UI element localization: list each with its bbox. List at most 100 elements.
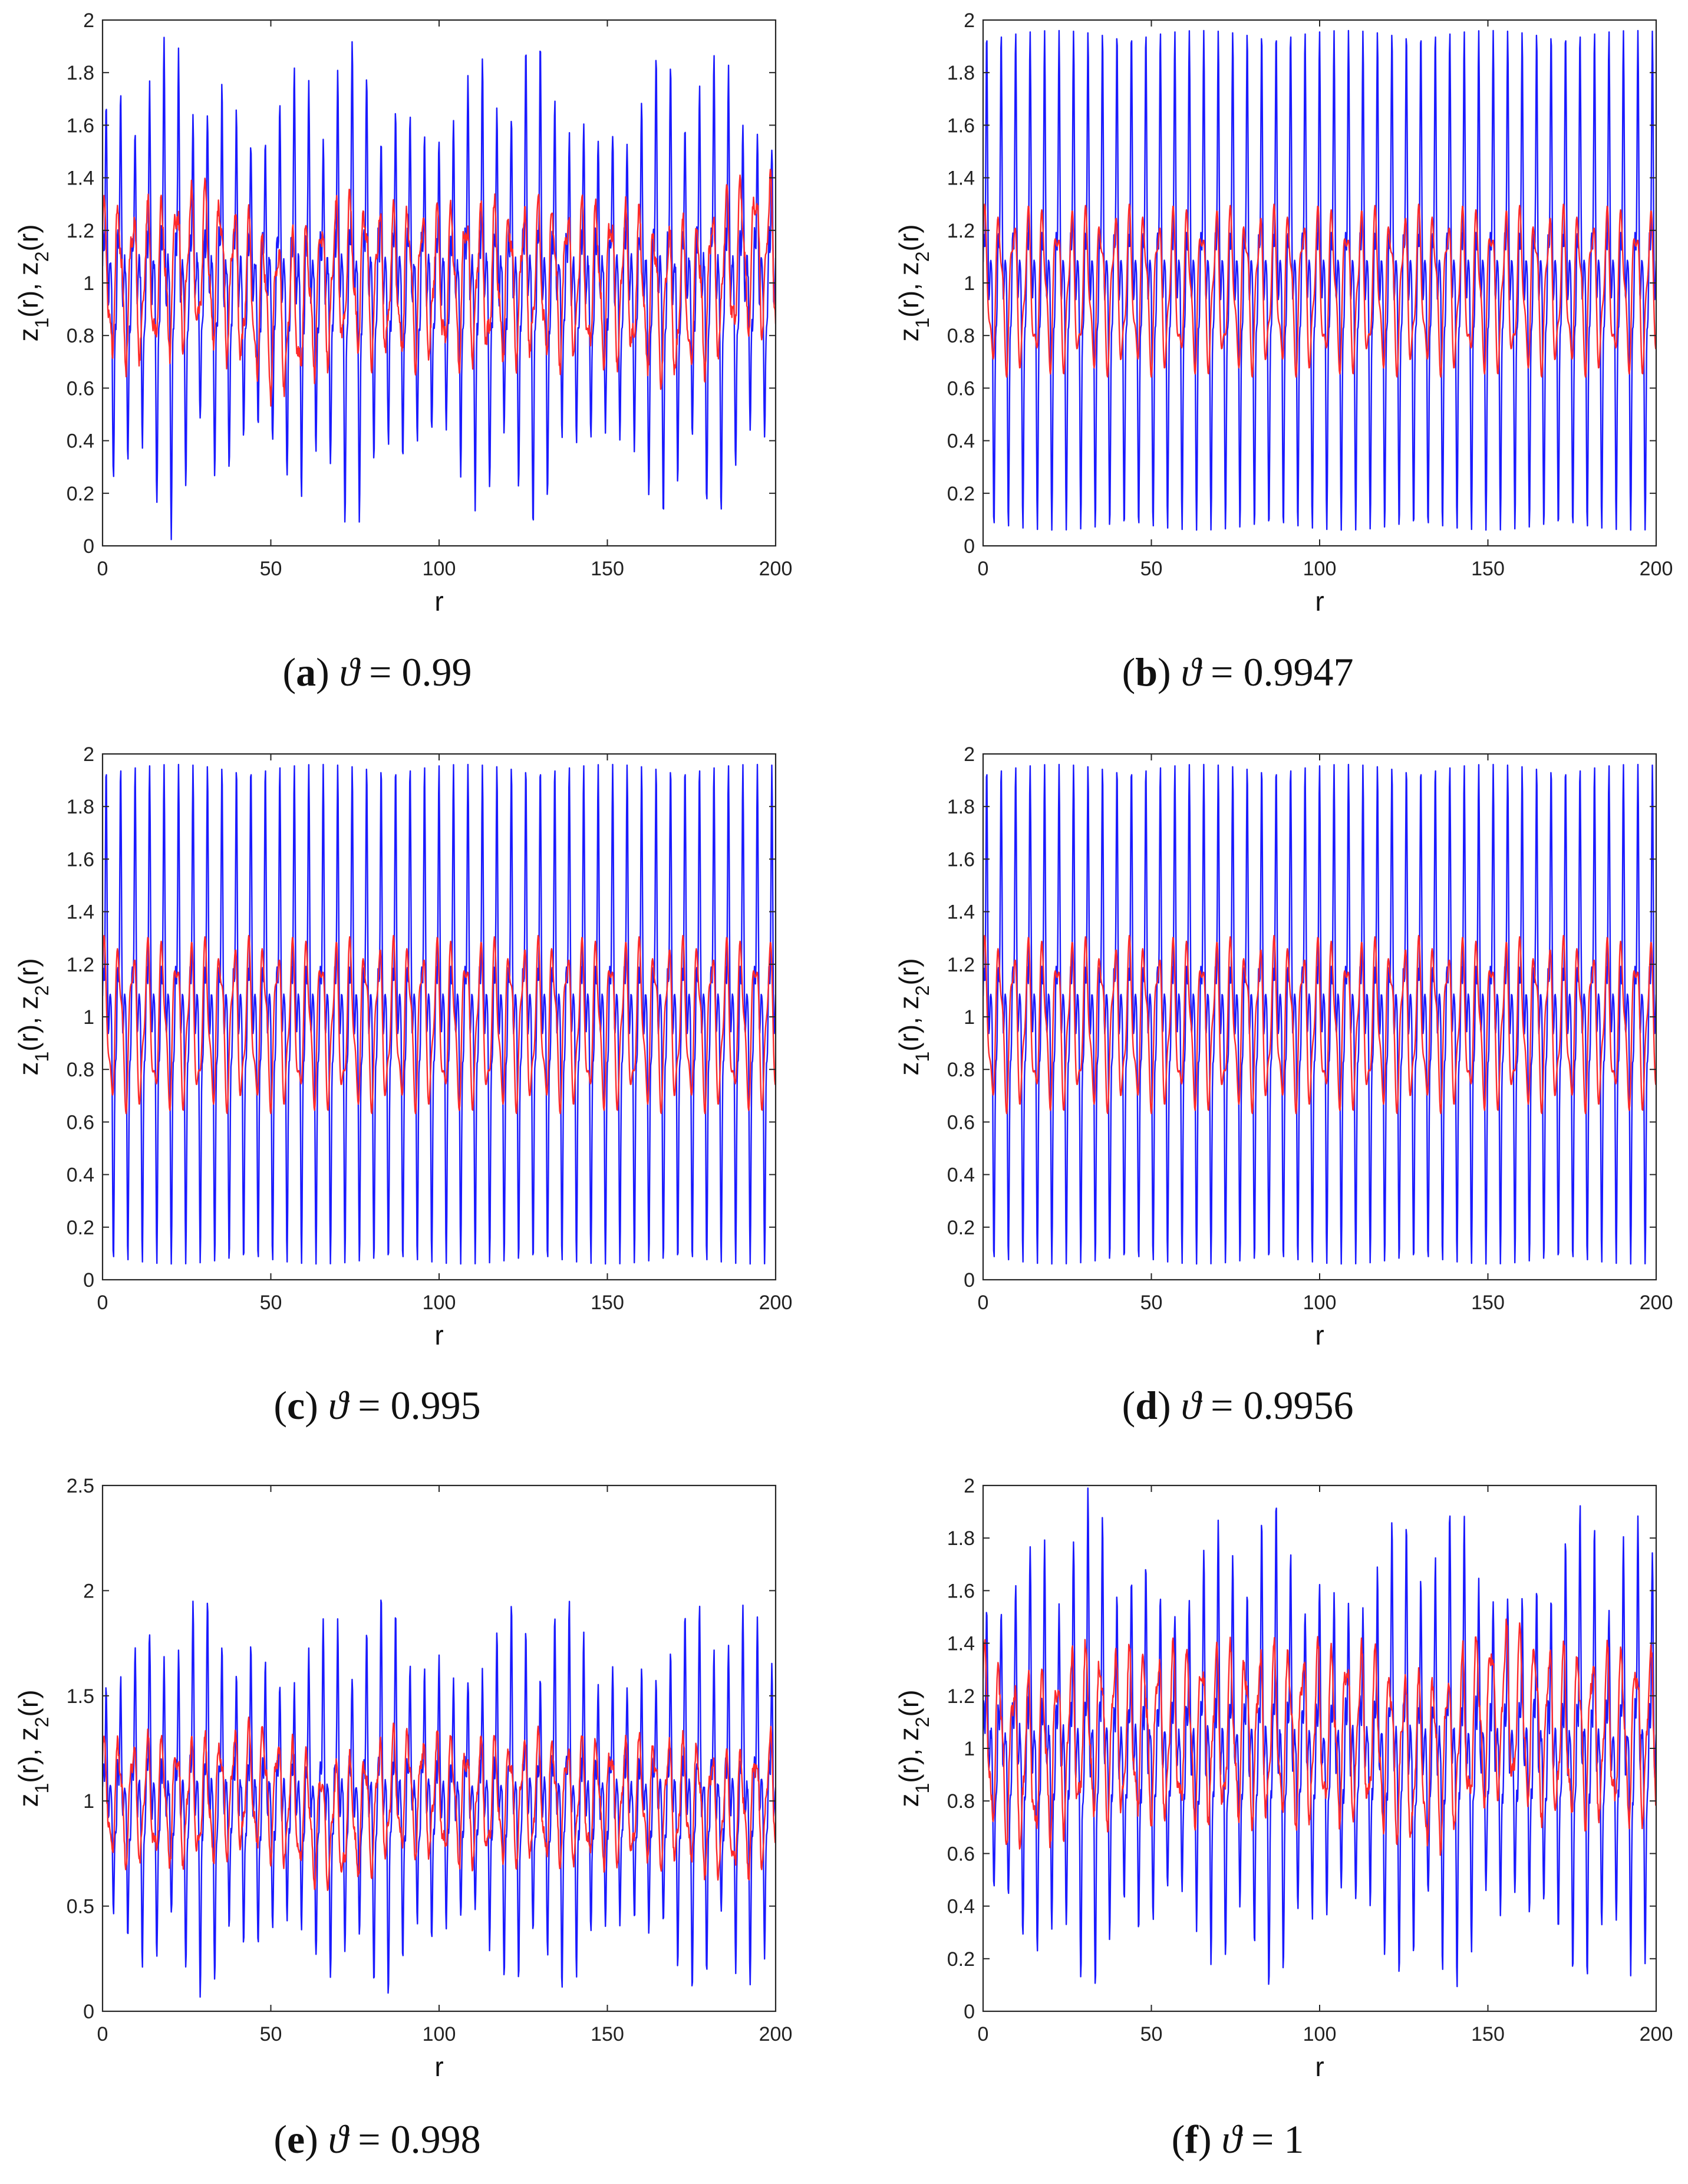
y-tick-label-d: 1.8 — [947, 796, 975, 818]
y-tick-label-f: 2 — [964, 1475, 975, 1497]
y-tick-label-f: 0.6 — [947, 1843, 975, 1865]
y-tick-label-b: 0.6 — [947, 377, 975, 400]
x-tick-label-f: 50 — [1140, 2023, 1163, 2045]
x-axis-label-f: r — [1315, 2051, 1324, 2082]
y-axis-label-c: z1(r), z2(r) — [13, 958, 52, 1075]
y-axis-label-f: z1(r), z2(r) — [894, 1689, 933, 1807]
series-line-z1-e — [103, 1599, 776, 1998]
y-tick-label-c: 0.2 — [67, 1217, 94, 1239]
y-tick-label-e: 1.5 — [67, 1685, 94, 1708]
series-line-z1-a — [103, 37, 776, 541]
chart-panel-d: 0 50 100 150 200 0 0.2 0.4 0.6 0.8 1 1.2 1.4 1.6 1.8 2 r… — [894, 743, 1673, 1428]
y-tick-label-c: 1 — [83, 1006, 94, 1029]
chart-panel-c: 0 50 100 150 200 0 0.2 0.4 0.6 0.8 1 1.2 1.4 1.6 1.8 2 r… — [13, 743, 792, 1428]
x-tick-label-b: 200 — [1640, 558, 1673, 580]
y-tick-label-e: 0 — [83, 2001, 94, 2023]
y-tick-label-d: 0.2 — [947, 1217, 975, 1239]
series-line-z1-c — [103, 763, 776, 1265]
y-tick-label-b: 2 — [964, 9, 975, 32]
series-line-z1-f — [983, 1487, 1656, 1988]
x-axis-label-a: r — [434, 586, 443, 617]
y-tick-label-d: 0.8 — [947, 1059, 975, 1081]
y-tick-label-d: 0.4 — [947, 1164, 975, 1187]
x-tick-label-c: 50 — [260, 1292, 282, 1314]
y-tick-label-e: 0.5 — [67, 1896, 94, 1918]
y-tick-label-f: 1.8 — [947, 1527, 975, 1550]
x-tick-label-d: 150 — [1471, 1292, 1505, 1314]
y-tick-label-a: 0.4 — [67, 430, 94, 453]
chart-panel-e: 0 50 100 150 200 0 0.5 1 1.5 2 2.5 r z1(r), z2(r) (e)… — [13, 1475, 792, 2162]
series-line-z2-a — [103, 169, 776, 407]
series-line-z2-f — [983, 1618, 1656, 1856]
series-line-z2-e — [103, 1716, 776, 1891]
x-tick-label-c: 100 — [423, 1292, 456, 1314]
x-tick-label-d: 100 — [1303, 1292, 1337, 1314]
x-tick-label-e: 200 — [759, 2023, 793, 2045]
x-tick-label-e: 150 — [591, 2023, 624, 2045]
y-tick-label-b: 0.4 — [947, 430, 975, 453]
x-tick-label-a: 100 — [423, 558, 456, 580]
y-tick-label-e: 1 — [83, 1790, 94, 1813]
y-tick-label-c: 2 — [83, 743, 94, 766]
caption-e: (e) ϑ = 0.998 — [273, 2117, 480, 2162]
caption-b: (b) ϑ = 0.9947 — [1122, 650, 1354, 694]
y-tick-label-b: 1.6 — [947, 114, 975, 137]
x-tick-label-e: 50 — [260, 2023, 282, 2045]
x-tick-label-b: 0 — [978, 558, 989, 580]
caption-a: (a) ϑ = 0.99 — [282, 650, 472, 694]
x-tick-label-d: 200 — [1640, 1292, 1673, 1314]
y-tick-label-f: 1.6 — [947, 1580, 975, 1602]
x-tick-label-e: 0 — [97, 2023, 108, 2045]
y-axis-label-b: z1(r), z2(r) — [894, 224, 933, 341]
x-tick-label-a: 150 — [591, 558, 624, 580]
y-axis-label-d: z1(r), z2(r) — [894, 958, 933, 1075]
y-tick-label-c: 1.8 — [67, 796, 94, 818]
y-tick-label-a: 0.2 — [67, 483, 94, 505]
y-tick-label-a: 1.2 — [67, 220, 94, 242]
x-tick-label-c: 0 — [97, 1292, 108, 1314]
x-tick-label-c: 200 — [759, 1292, 793, 1314]
x-axis-label-d: r — [1315, 1320, 1324, 1350]
y-tick-label-e: 2.5 — [67, 1475, 94, 1497]
y-tick-label-f: 1.2 — [947, 1685, 975, 1708]
y-tick-label-a: 0.8 — [67, 325, 94, 347]
caption-c: (c) ϑ = 0.995 — [273, 1383, 480, 1428]
x-tick-label-b: 100 — [1303, 558, 1337, 580]
y-tick-label-d: 1 — [964, 1006, 975, 1029]
x-tick-label-f: 200 — [1640, 2023, 1673, 2045]
y-tick-label-f: 0.8 — [947, 1790, 975, 1813]
y-tick-label-c: 1.6 — [67, 848, 94, 871]
x-tick-label-f: 150 — [1471, 2023, 1505, 2045]
x-axis-label-b: r — [1315, 586, 1324, 617]
series-line-z1-b — [983, 29, 1656, 531]
y-tick-label-f: 0 — [964, 2001, 975, 2023]
chart-panel-b: 0 50 100 150 200 0 0.2 0.4 0.6 0.8 1 1.2 1.4 1.6 1.8 2 r… — [894, 9, 1673, 694]
y-tick-label-c: 0 — [83, 1269, 94, 1292]
x-tick-label-a: 200 — [759, 558, 793, 580]
y-tick-label-a: 1.8 — [67, 62, 94, 84]
y-tick-label-a: 0 — [83, 535, 94, 558]
y-tick-label-c: 1.2 — [67, 954, 94, 976]
x-tick-label-b: 50 — [1140, 558, 1163, 580]
x-tick-label-d: 50 — [1140, 1292, 1163, 1314]
y-tick-label-b: 1.2 — [947, 220, 975, 242]
y-tick-label-b: 1 — [964, 272, 975, 295]
caption-f: (f) ϑ = 1 — [1172, 2117, 1304, 2162]
x-tick-label-c: 150 — [591, 1292, 624, 1314]
y-axis-label-a: z1(r), z2(r) — [13, 224, 52, 341]
y-tick-label-f: 0.2 — [947, 1948, 975, 1971]
y-tick-label-a: 1.4 — [67, 167, 94, 190]
y-tick-label-d: 0 — [964, 1269, 975, 1292]
y-tick-label-c: 0.8 — [67, 1059, 94, 1081]
y-tick-label-d: 1.2 — [947, 954, 975, 976]
y-tick-label-d: 2 — [964, 743, 975, 766]
series-line-z1-d — [983, 763, 1656, 1265]
y-tick-label-f: 0.4 — [947, 1896, 975, 1918]
x-axis-label-c: r — [434, 1320, 443, 1350]
series-line-z2-b — [983, 203, 1656, 378]
y-tick-label-b: 1.8 — [947, 62, 975, 84]
x-tick-label-b: 150 — [1471, 558, 1505, 580]
y-tick-label-d: 1.4 — [947, 901, 975, 924]
y-tick-label-b: 0.8 — [947, 325, 975, 347]
